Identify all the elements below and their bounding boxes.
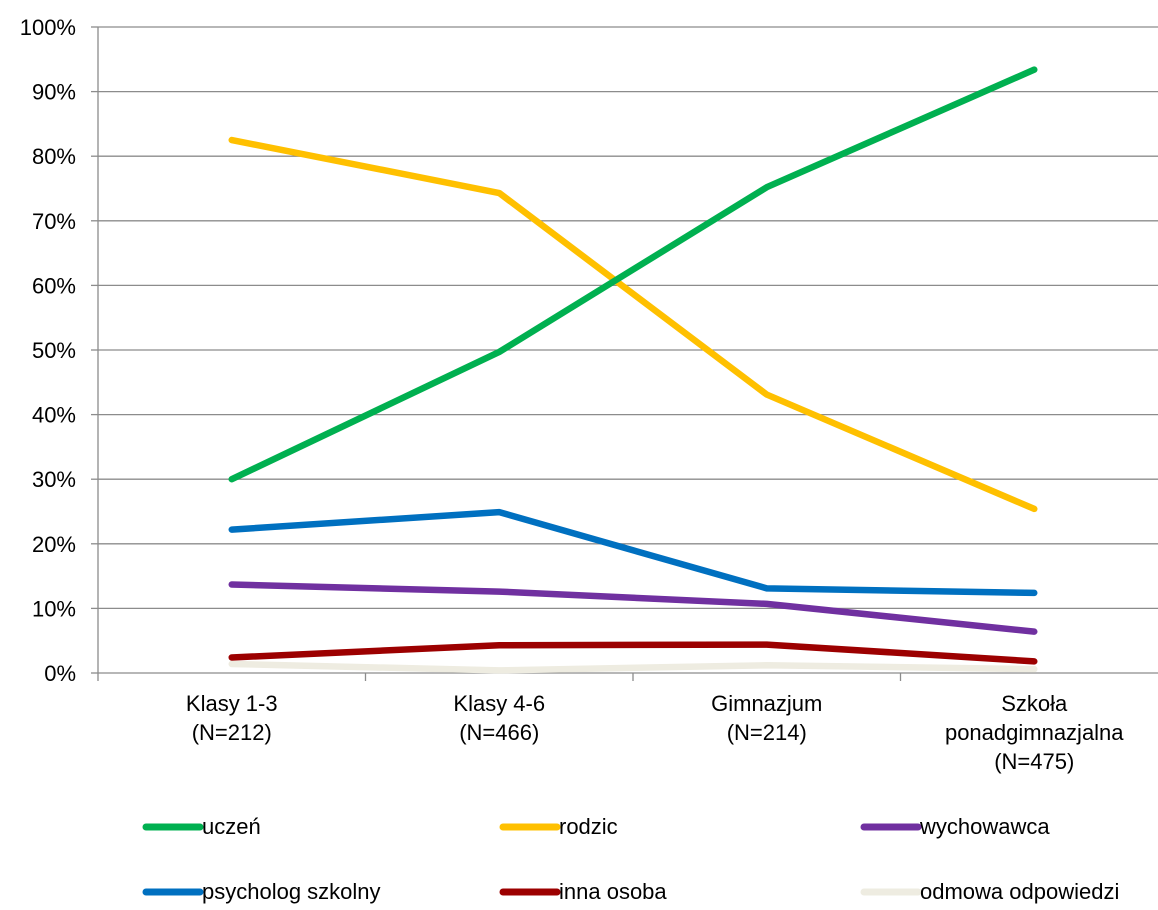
legend-label: inna osoba <box>559 879 667 904</box>
legend-label: uczeń <box>202 814 261 839</box>
legend-label: psycholog szkolny <box>202 879 381 904</box>
y-tick-label: 90% <box>32 80 76 105</box>
y-tick-label: 40% <box>32 403 76 428</box>
legend-label: odmowa odpowiedzi <box>920 879 1119 904</box>
y-tick-label: 50% <box>32 338 76 363</box>
series-line-4 <box>228 508 1038 597</box>
x-category-label: Klasy 4-6 (N=466) <box>453 691 545 745</box>
series-line-5 <box>228 641 1038 665</box>
x-axis-category-labels: Klasy 1-3 (N=212) Klasy 4-6 (N=466) Gimnazju… <box>186 691 1124 774</box>
y-axis-tick-labels: 0% 10% 20% 30% 40% 50% 60% 70% 80% 90% 100% <box>20 15 76 686</box>
axes <box>91 26 1158 681</box>
legend-label: rodzic <box>559 814 618 839</box>
y-tick-label: 80% <box>32 144 76 169</box>
legend-label: wychowawca <box>919 814 1050 839</box>
y-tick-label: 70% <box>32 209 76 234</box>
x-category-label: Szkoła ponadgimnazjalna (N=475) <box>945 691 1124 774</box>
series-line-6 <box>228 660 1038 674</box>
y-tick-label: 10% <box>32 596 76 621</box>
y-tick-label: 20% <box>32 532 76 557</box>
series-line-3 <box>228 581 1038 635</box>
y-tick-label: 30% <box>32 467 76 492</box>
x-category-label: Gimnazjum (N=214) <box>711 691 822 745</box>
series-lines <box>228 66 1038 674</box>
y-tick-label: 60% <box>32 273 76 298</box>
gridlines <box>98 26 1158 610</box>
y-tick-label: 100% <box>20 15 76 40</box>
x-category-label: Klasy 1-3 (N=212) <box>186 691 278 745</box>
legend: uczeń rodzic wychowawca psycholog szkolny in… <box>142 814 1119 904</box>
series-line-2 <box>228 136 1038 513</box>
y-tick-label: 0% <box>44 661 76 686</box>
series-line-1 <box>228 66 1038 483</box>
